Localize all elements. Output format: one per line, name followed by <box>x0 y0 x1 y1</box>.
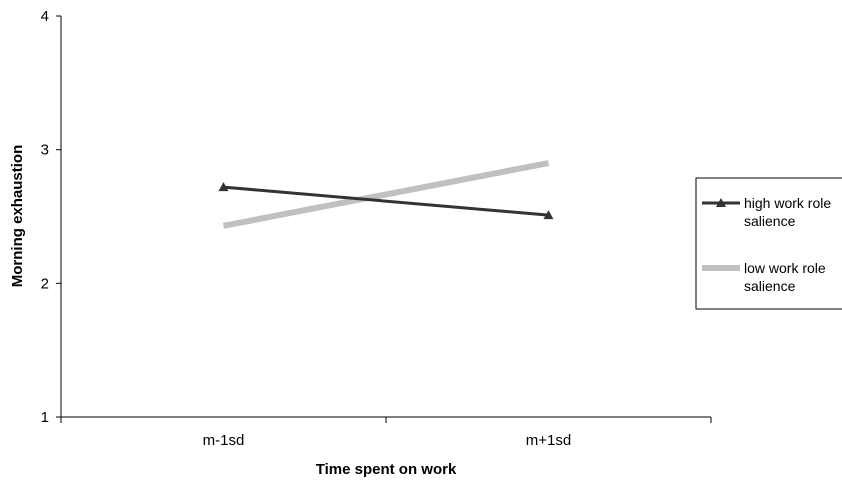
y-axis-ticks: 1 2 3 4 <box>41 8 61 426</box>
y-tick-label: 2 <box>41 275 49 292</box>
y-tick-label: 3 <box>41 142 49 159</box>
legend-label: high work role <box>744 195 831 211</box>
data-point-marker <box>543 210 554 220</box>
legend-label: low work role <box>744 260 826 276</box>
x-tick-label: m+1sd <box>526 432 571 449</box>
x-tick-label: m-1sd <box>203 432 245 449</box>
y-tick-label: 1 <box>41 409 49 426</box>
legend-label: salience <box>744 213 796 229</box>
series-line-low <box>222 160 550 229</box>
x-axis-title: Time spent on work <box>316 461 457 478</box>
series-line-high <box>223 185 549 217</box>
legend: high work role salience low work role salie… <box>695 177 842 310</box>
y-axis-title: Morning exhaustion <box>9 145 26 288</box>
legend-marker <box>716 198 726 207</box>
legend-label: salience <box>744 278 796 294</box>
series-layer <box>218 160 554 229</box>
data-point-marker <box>218 182 229 192</box>
y-tick-label: 4 <box>41 8 49 25</box>
x-axis-ticks: m-1sd m+1sd <box>60 417 712 449</box>
